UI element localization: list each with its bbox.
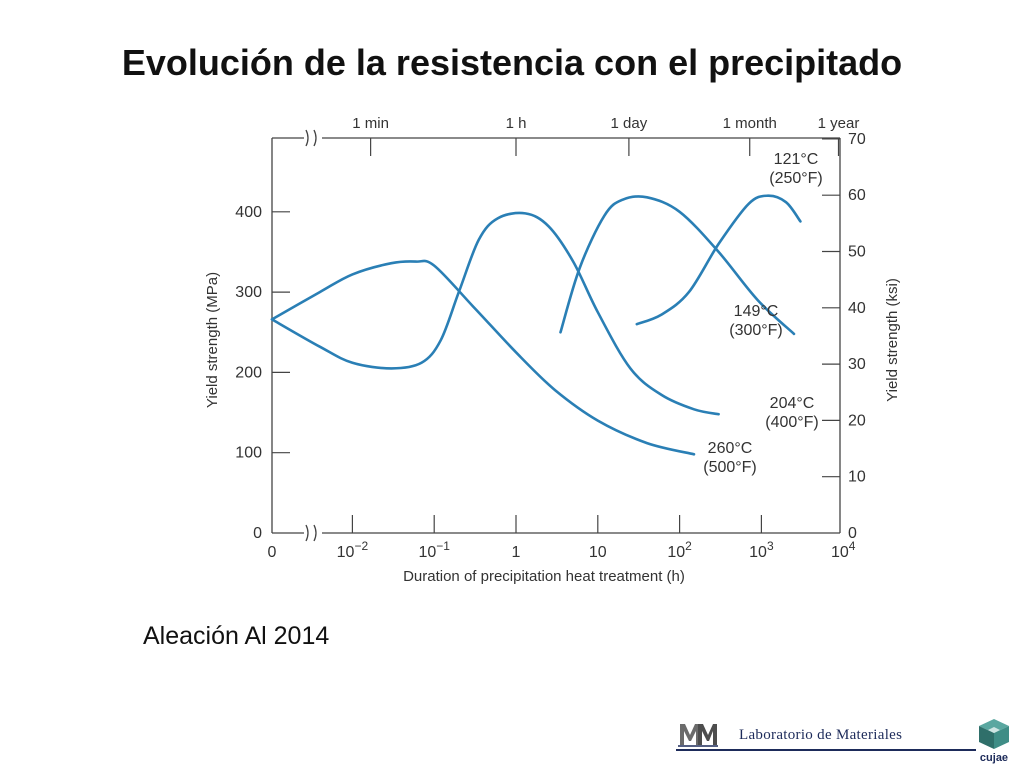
y-axis-label-right: Yield strength (ksi) (884, 278, 901, 402)
series-line-3 (635, 194, 802, 326)
cujae-cube-icon (979, 719, 1009, 749)
series-label-0-temp-f: (500°F) (703, 459, 757, 476)
x-tick-label-0: 0 (268, 544, 277, 561)
series-label-2-temp-c: 149°C (734, 303, 779, 320)
alloy-caption: Aleación Al 2014 (143, 622, 330, 650)
series-line-1 (270, 211, 720, 416)
y-axis-label: Yield strength (MPa) (204, 272, 221, 408)
footer: Laboratorio de Materiales cujae (676, 716, 1024, 768)
ksi-tick-label-20: 20 (848, 412, 866, 429)
x-tick-label-7: 104 (831, 539, 856, 561)
ksi-tick-label-70: 70 (848, 131, 866, 148)
bottom-axis-break-mark-2 (313, 524, 317, 542)
ksi-tick-label-60: 60 (848, 187, 866, 204)
top-tick-label-3: 1 month (723, 115, 777, 132)
series-label-1-temp-c: 204°C (770, 395, 815, 412)
y-tick-label-300: 300 (235, 284, 262, 301)
bottom-axis-break-gap (304, 530, 322, 536)
top-tick-label-0: 1 min (352, 115, 389, 132)
brand-label: cujae (979, 752, 1009, 764)
x-tick-label-2: 10−1 (418, 539, 450, 561)
y-tick-label-0: 0 (253, 525, 262, 542)
ksi-tick-label-50: 50 (848, 244, 866, 261)
series-label-3-temp-c: 121°C (774, 151, 819, 168)
ksi-tick-label-30: 30 (848, 356, 866, 373)
x-tick-label-4: 10 (589, 544, 607, 561)
x-axis-label: Duration of precipitation heat treatment… (403, 568, 685, 585)
top-tick-label-4: 1 year (818, 115, 860, 132)
lab-name: Laboratorio de Materiales (739, 727, 903, 743)
series-label-2-temp-f: (300°F) (729, 322, 783, 339)
top-tick-label-2: 1 day (611, 115, 648, 132)
series-line-0 (270, 259, 696, 456)
ksi-tick-label-10: 10 (848, 469, 866, 486)
x-tick-label-6: 103 (749, 539, 774, 561)
series-line-2 (559, 195, 796, 336)
ksi-tick-label-40: 40 (848, 300, 866, 317)
lm-logo-icon (678, 721, 718, 747)
x-tick-label-3: 1 (512, 544, 521, 561)
series-label-0-temp-c: 260°C (708, 440, 753, 457)
series-label-3-temp-f: (250°F) (769, 170, 823, 187)
x-tick-label-5: 102 (667, 539, 692, 561)
ksi-tick-label-0: 0 (848, 525, 857, 542)
top-axis-break-mark-2 (313, 129, 317, 147)
x-tick-label-1: 10−2 (337, 539, 369, 561)
footer-divider (676, 749, 976, 751)
bottom-axis-break-mark-1 (305, 524, 309, 542)
y-tick-label-200: 200 (235, 364, 262, 381)
top-axis-break-gap (304, 135, 322, 141)
top-tick-label-1: 1 h (506, 115, 527, 132)
slide-title: Evolución de la resistencia con el preci… (121, 42, 903, 83)
series-label-1-temp-f: (400°F) (765, 414, 819, 431)
y-tick-label-100: 100 (235, 445, 262, 462)
y-tick-label-400: 400 (235, 204, 262, 221)
top-axis-break-mark-1 (305, 129, 309, 147)
